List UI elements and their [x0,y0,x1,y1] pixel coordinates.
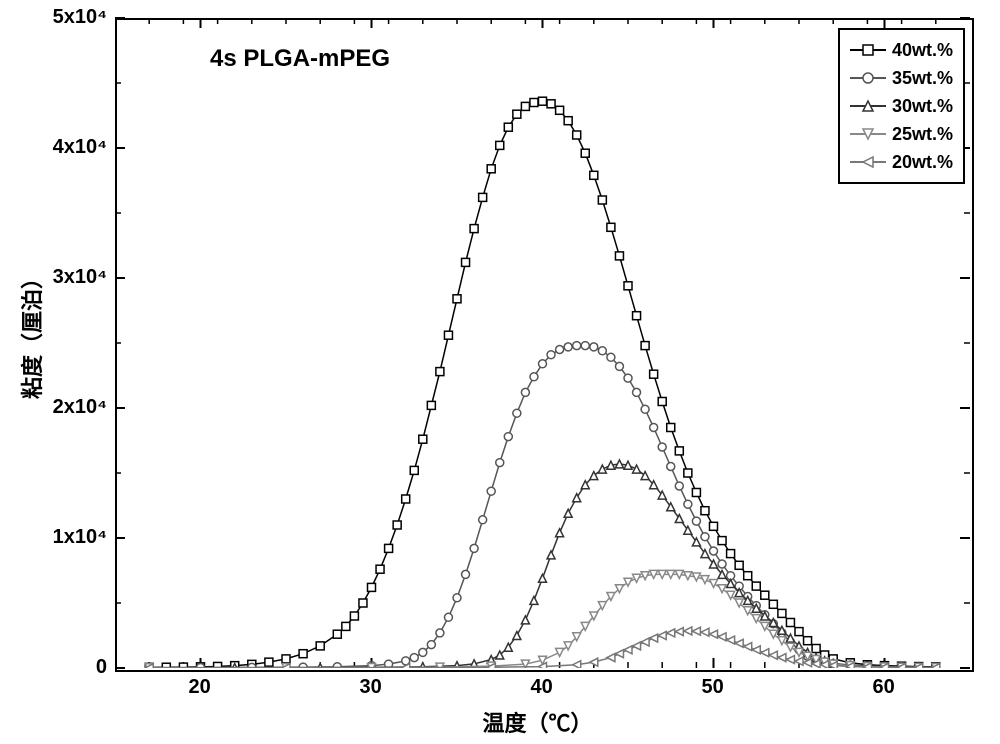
series-30wt.% [145,460,940,672]
legend-line [850,161,886,163]
y-tick-label: 2x10⁴ [53,396,107,419]
legend-item: 30wt.% [850,92,953,120]
y-axis-label: 粘度（厘泊） [15,263,47,403]
series-40wt.% [145,97,940,671]
y-tick-label: 3x10⁴ [53,266,107,289]
y-tick-label: 1x10⁴ [53,526,107,549]
triangle-up-icon [861,99,875,113]
x-tick-label: 50 [702,676,724,699]
legend-item: 35wt.% [850,64,953,92]
chart-title: 4s PLGA-mPEG [210,45,390,73]
x-axis-label: 温度（℃） [483,706,593,738]
legend-line [850,49,886,51]
triangle-left-icon [861,155,875,169]
x-tick-label: 60 [873,676,895,699]
y-tick-label: 4x10⁴ [53,136,107,159]
x-tick-label: 30 [360,676,382,699]
legend-line [850,133,886,135]
chart-root: 4s PLGA-mPEG 粘度（厘泊） 温度（℃） 40wt.% 35wt.% 30… [0,0,1000,744]
series-35wt.% [145,342,940,672]
legend-line [850,77,886,79]
legend-label: 25wt.% [892,124,953,145]
legend: 40wt.% 35wt.% 30wt.% 25wt.% 20wt.% [838,28,965,184]
legend-label: 40wt.% [892,40,953,61]
y-tick-label: 5x10⁴ [53,6,107,29]
x-tick-label: 40 [531,676,553,699]
legend-label: 30wt.% [892,96,953,117]
legend-label: 20wt.% [892,152,953,173]
legend-item: 40wt.% [850,36,953,64]
triangle-down-icon [861,127,875,141]
x-tick-label: 20 [189,676,211,699]
square-icon [861,43,875,57]
legend-line [850,105,886,107]
legend-item: 25wt.% [850,120,953,148]
y-tick-label: 0 [96,656,107,679]
circle-icon [861,71,875,85]
legend-label: 35wt.% [892,68,953,89]
legend-item: 20wt.% [850,148,953,176]
